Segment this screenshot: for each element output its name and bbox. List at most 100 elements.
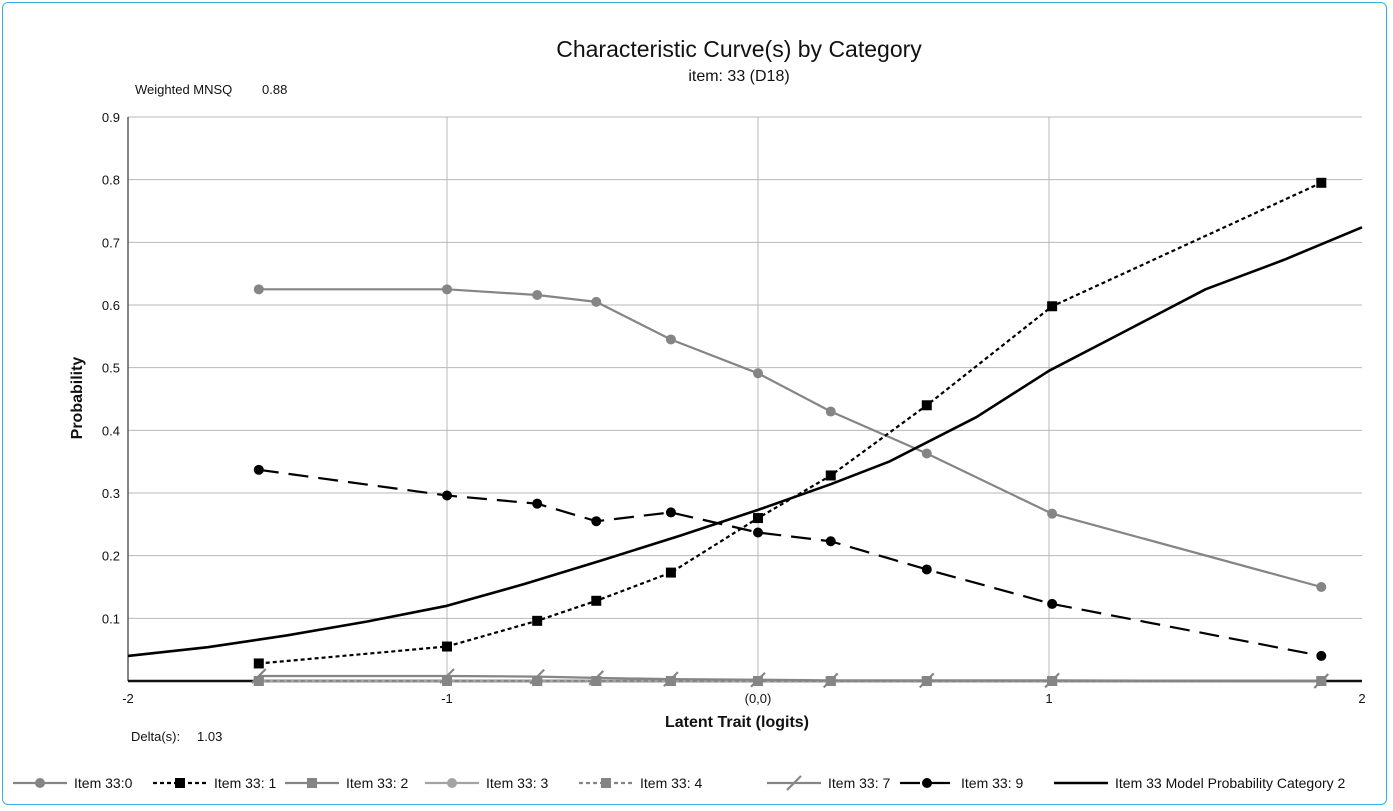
point-item-33-9 — [921, 564, 932, 575]
point-item-33-9 — [253, 464, 264, 475]
series-line-item-33-7 — [258, 674, 1322, 683]
point-item-33-9 — [753, 527, 763, 538]
x-tick-label: 2 — [1358, 691, 1365, 706]
legend-item-item-33-1: Item 33: 1 — [152, 768, 276, 798]
delta-label: Delta(s): — [131, 729, 180, 744]
point-item-33-4 — [253, 676, 264, 686]
legend-swatch — [579, 778, 633, 788]
point-item-33-4 — [442, 676, 452, 686]
point-item-33-9 — [665, 507, 676, 518]
point-item-33-4 — [591, 676, 602, 686]
legend-marker — [307, 778, 317, 788]
point-item-33-7 — [251, 668, 267, 684]
y-tick-label: 0.6 — [102, 298, 120, 313]
point-item-33-0 — [665, 334, 676, 345]
legend-item-item-33-0: Item 33:0 — [12, 768, 132, 798]
point-item-33-1 — [442, 641, 452, 652]
legend-swatch — [13, 778, 67, 788]
legend-item-item-33-7: Item 33: 7 — [766, 768, 890, 798]
point-item-33-0 — [1316, 582, 1327, 592]
y-tick-label: 0.1 — [102, 611, 120, 626]
delta-value: 1.03 — [197, 729, 222, 744]
legend-swatch — [900, 778, 954, 788]
legend-label: Item 33: 9 — [961, 775, 1024, 791]
legend-marker — [786, 775, 802, 791]
legend-label: Item 33: 2 — [346, 775, 409, 791]
point-item-33-0 — [753, 368, 763, 379]
point-item-33-0 — [253, 284, 264, 295]
point-item-33-7 — [439, 668, 455, 684]
point-item-33-0 — [442, 284, 452, 295]
point-item-33-1 — [825, 470, 836, 481]
x-tick-label: -2 — [122, 691, 134, 706]
series-line-item-33-1 — [258, 181, 1322, 665]
chart-title: Characteristic Curve(s) by Category — [556, 36, 922, 62]
y-tick-label: 0.4 — [102, 423, 120, 438]
point-item-33-9 — [1047, 598, 1058, 609]
legend-item-item-33-2: Item 33: 2 — [284, 768, 408, 798]
legend-marker — [601, 778, 611, 788]
legend-swatch — [1054, 781, 1108, 785]
weighted-mnsq-value: 0.88 — [262, 82, 287, 97]
series-layer — [127, 181, 1363, 683]
axis-layer: 0.1 0.2 0.3 0.4 0.5 0.6 0.7 0.8 0.9 -2 -1 (0,0) 1 2 — [102, 110, 1366, 706]
legend-item-item-33-4: Item 33: 4 — [578, 768, 702, 798]
marker-layer — [251, 177, 1330, 689]
x-axis-label: Latent Trait (logits) — [665, 714, 809, 731]
point-item-33-7 — [663, 671, 679, 687]
point-item-33-1 — [1316, 177, 1327, 188]
chart-subtitle: item: 33 (D18) — [688, 68, 789, 85]
point-item-33-4 — [532, 676, 543, 686]
series-line-item-33-0 — [258, 288, 1322, 589]
legend-label: Item 33:0 — [74, 775, 133, 791]
point-item-33-9 — [442, 490, 452, 501]
point-item-33-0 — [532, 289, 543, 300]
y-tick-label: 0.8 — [102, 173, 120, 188]
point-item-33-7 — [1313, 673, 1330, 689]
point-item-33-7 — [750, 671, 766, 688]
point-item-33-0 — [921, 448, 932, 459]
point-item-33-7 — [919, 672, 935, 689]
legend-item-item-33-9: Item 33: 9 — [899, 768, 1023, 798]
point-item-33-1 — [921, 400, 932, 411]
legend-item-item-33-model-probability-category-2: Item 33 Model Probability Category 2 — [1053, 768, 1345, 798]
point-item-33-1 — [253, 658, 264, 669]
y-tick-label: 0.3 — [102, 486, 120, 501]
series-line-item-33-9 — [258, 468, 1322, 657]
legend-marker — [35, 778, 45, 788]
x-tick-label: (0,0) — [745, 691, 772, 706]
legend-label: Item 33: 3 — [486, 775, 549, 791]
point-item-33-7 — [529, 668, 545, 685]
point-item-33-1 — [1047, 301, 1058, 312]
legend-marker — [447, 778, 457, 788]
legend-label: Item 33 Model Probability Category 2 — [1115, 775, 1346, 791]
point-item-33-9 — [532, 498, 543, 509]
legend-item-item-33-3: Item 33: 3 — [424, 768, 548, 798]
legend-label: Item 33: 4 — [640, 775, 703, 791]
point-item-33-9 — [1316, 650, 1327, 661]
weighted-mnsq-label: Weighted MNSQ — [135, 82, 232, 97]
point-item-33-9 — [591, 516, 602, 527]
point-item-33-0 — [1047, 508, 1058, 519]
point-item-33-9 — [825, 536, 836, 547]
point-item-33-0 — [591, 296, 602, 307]
x-tick-label: -1 — [441, 691, 453, 706]
y-tick-label: 0.5 — [102, 361, 120, 376]
legend-swatch — [285, 778, 339, 788]
x-tick-label: 1 — [1045, 691, 1052, 706]
point-item-33-7 — [822, 672, 839, 689]
y-tick-label: 0.7 — [102, 235, 120, 250]
legend-marker — [922, 778, 932, 788]
point-item-33-1 — [532, 615, 543, 626]
point-item-33-1 — [753, 513, 763, 524]
legend-marker — [175, 778, 185, 788]
grid-layer — [128, 116, 1362, 681]
point-item-33-1 — [591, 595, 602, 606]
y-tick-label: 0.9 — [102, 110, 120, 125]
legend-label: Item 33: 7 — [828, 775, 891, 791]
point-item-33-0 — [825, 406, 836, 417]
point-item-33-4 — [665, 676, 676, 686]
legend-swatch — [767, 775, 821, 791]
